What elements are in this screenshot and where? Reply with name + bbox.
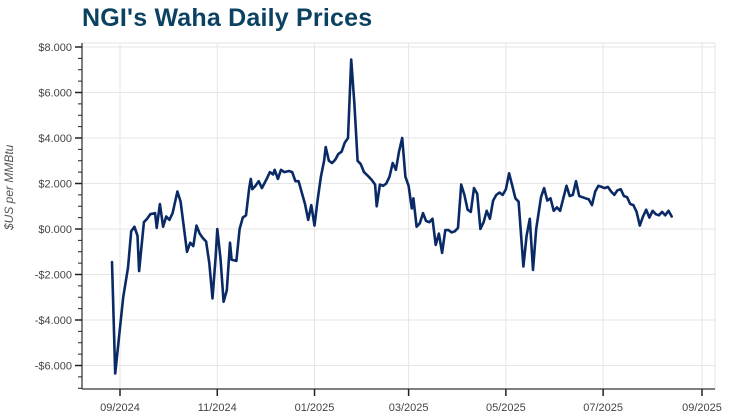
y-tick-label: -$2.000 xyxy=(35,270,72,282)
x-tick-label: 09/2024 xyxy=(100,402,140,414)
y-tick-label: $2.000 xyxy=(38,179,72,191)
grid-lines xyxy=(81,42,716,390)
x-tick-label: 09/2025 xyxy=(682,402,722,414)
x-tick-label: 05/2025 xyxy=(486,402,526,414)
y-tick-label: -$4.000 xyxy=(35,315,72,327)
y-tick-label: $0.000 xyxy=(38,224,72,236)
x-tick-label: 03/2025 xyxy=(389,402,429,414)
chart-title: NGI's Waha Daily Prices xyxy=(82,4,373,32)
x-tick-label: 07/2025 xyxy=(583,402,623,414)
x-tick-label: 11/2024 xyxy=(198,402,237,414)
y-tick-label: $6.000 xyxy=(38,88,72,100)
y-axis-ticks: $8.000 $6.000 $4.000 $2.000 $0.000 -$2.000 -$4… xyxy=(35,42,82,389)
x-tick-label: 01/2025 xyxy=(295,402,335,414)
price-line xyxy=(110,58,673,375)
y-tick-label: $4.000 xyxy=(38,133,72,145)
axes xyxy=(81,43,715,390)
x-axis-ticks: 09/2024 11/2024 01/2025 03/2025 05/2025 07/20… xyxy=(100,389,722,414)
y-tick-label: $8.000 xyxy=(38,42,72,54)
y-tick-label: -$6.000 xyxy=(35,361,72,373)
